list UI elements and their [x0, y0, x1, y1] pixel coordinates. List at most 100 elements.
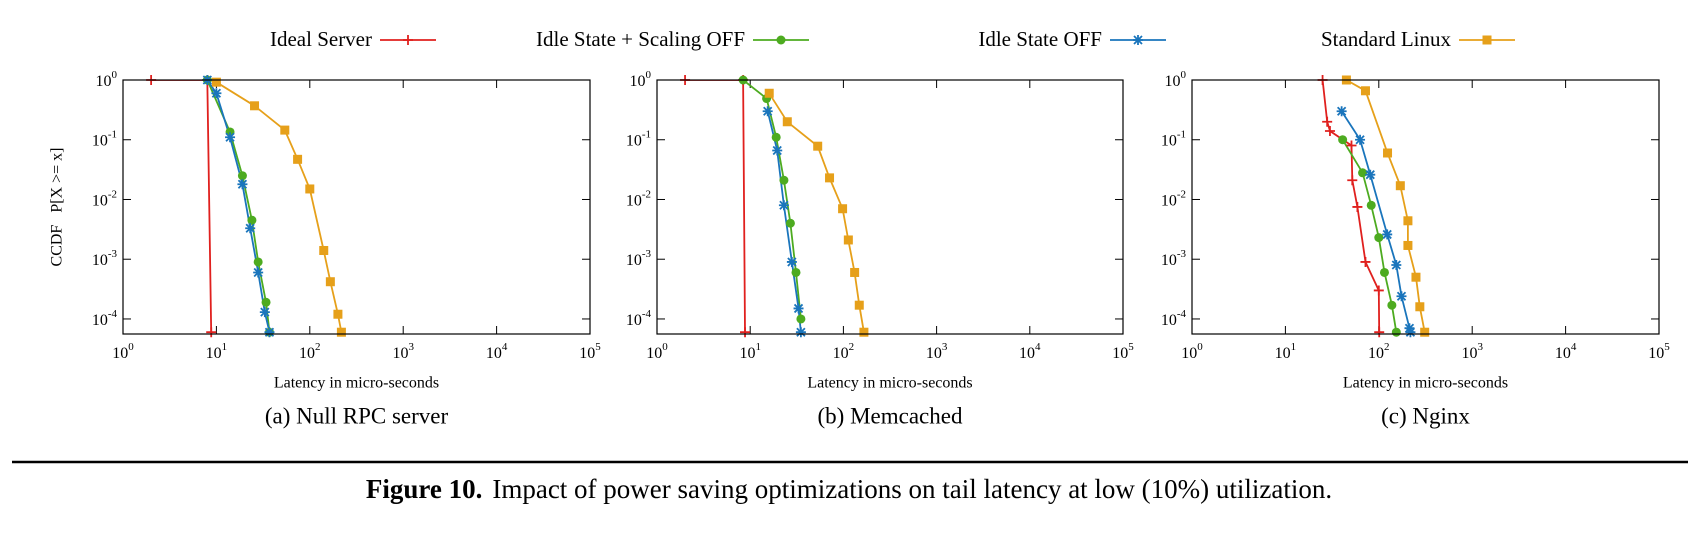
marker: [253, 257, 263, 267]
marker: [259, 307, 270, 318]
marker: [1324, 126, 1335, 137]
marker: [779, 175, 789, 185]
x-tick-label: 101: [206, 341, 228, 362]
x-tick-label: 100: [112, 341, 134, 362]
marker: [1403, 216, 1413, 226]
marker: [825, 173, 835, 183]
x-tick-label: 103: [392, 341, 414, 362]
plot-frame: [1191, 79, 1660, 335]
marker: [1405, 327, 1416, 338]
marker: [813, 141, 823, 151]
marker: [333, 309, 343, 319]
marker: [1415, 302, 1425, 312]
x-tick-label: 100: [1181, 341, 1203, 362]
y-tick-label: 10-3: [1161, 248, 1187, 269]
x-tick-label: 100: [646, 341, 668, 362]
marker: [1336, 106, 1347, 117]
marker: [796, 314, 806, 324]
marker: [778, 200, 789, 211]
marker: [211, 88, 222, 99]
marker: [859, 327, 869, 337]
marker: [293, 154, 303, 164]
marker: [264, 327, 275, 338]
marker: [791, 267, 801, 277]
y-tick-label: 10-2: [1161, 188, 1186, 209]
marker: [253, 267, 264, 278]
y-tick-label: 10-2: [626, 188, 651, 209]
marker: [1360, 86, 1370, 96]
y-axis-label: CCDF P[X >= x]: [49, 148, 66, 267]
x-axis-label: Latency in micro-seconds: [1343, 375, 1508, 392]
marker: [1322, 116, 1333, 127]
series-line: [206, 80, 271, 333]
series-line: [151, 80, 213, 333]
marker: [1379, 267, 1389, 277]
y-tick-label: 100: [630, 69, 652, 90]
marker: [245, 223, 256, 234]
series-line: [206, 80, 271, 333]
x-tick-label: 101: [739, 341, 761, 362]
legend-label: Standard Linux: [1321, 27, 1452, 51]
series-line: [215, 81, 343, 333]
marker: [336, 327, 346, 337]
marker: [793, 303, 804, 314]
marker: [1365, 169, 1376, 180]
series-line: [1340, 110, 1412, 333]
marker: [1403, 240, 1413, 250]
series-line: [742, 80, 802, 320]
marker: [764, 88, 774, 98]
marker: [854, 300, 864, 310]
marker: [1411, 272, 1421, 282]
x-tick-label: 103: [1461, 341, 1483, 362]
marker: [785, 218, 795, 228]
marker: [1404, 323, 1415, 334]
x-tick-label: 104: [486, 341, 508, 362]
marker: [1382, 229, 1393, 240]
marker: [1482, 35, 1492, 45]
x-tick-label: 104: [1019, 341, 1041, 362]
marker: [1352, 201, 1363, 212]
x-tick-label: 105: [1648, 341, 1670, 362]
y-tick-label: 10-1: [626, 128, 651, 149]
marker: [1346, 140, 1357, 151]
marker: [1373, 285, 1384, 296]
marker: [1387, 300, 1397, 310]
marker: [795, 327, 806, 338]
y-tick-label: 10-1: [92, 128, 117, 149]
marker: [325, 277, 335, 287]
x-tick-label: 105: [1112, 341, 1134, 362]
marker: [225, 132, 236, 143]
marker: [1396, 291, 1407, 302]
y-tick-label: 10-3: [92, 248, 118, 269]
marker: [1395, 181, 1405, 191]
marker: [1374, 233, 1384, 243]
marker: [250, 101, 260, 111]
marker: [1420, 327, 1430, 337]
marker: [843, 235, 853, 245]
marker: [771, 132, 781, 142]
figure-caption: Figure 10. Impact of power saving optimiz…: [366, 474, 1332, 504]
plot-frame: [122, 79, 591, 335]
marker: [1355, 134, 1366, 145]
marker: [247, 215, 257, 225]
marker: [1383, 148, 1393, 158]
marker: [206, 327, 217, 338]
marker: [1391, 260, 1402, 271]
x-tick-label: 102: [1368, 341, 1390, 362]
marker: [1374, 327, 1385, 338]
marker: [1391, 327, 1401, 337]
x-tick-label: 105: [579, 341, 601, 362]
marker: [1347, 175, 1358, 186]
legend-label: Ideal Server: [270, 27, 372, 51]
marker: [762, 106, 773, 117]
x-tick-label: 103: [926, 341, 948, 362]
marker: [850, 267, 860, 277]
marker: [1338, 135, 1348, 145]
y-tick-label: 10-1: [1161, 128, 1186, 149]
marker: [1133, 35, 1143, 45]
y-tick-label: 10-3: [626, 248, 652, 269]
marker: [237, 171, 247, 181]
x-tick-label: 102: [833, 341, 855, 362]
panel-title: (b) Memcached: [818, 403, 963, 428]
